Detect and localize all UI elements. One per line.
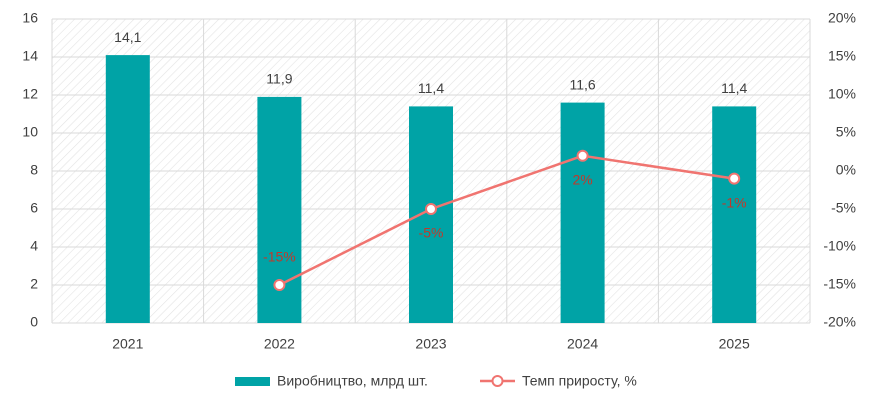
bar-value-label: 11,9	[266, 71, 292, 87]
y-tick-label: 10	[22, 124, 38, 140]
line-point	[728, 172, 741, 185]
y-tick-label: 0	[30, 314, 38, 330]
bar	[712, 106, 757, 324]
y2-tick-label: 0%	[836, 162, 856, 178]
y-tick-label: 8	[30, 162, 38, 178]
y-tick-label: 2	[30, 276, 38, 292]
x-tick-label: 2023	[415, 336, 446, 352]
y2-tick-label: 15%	[828, 48, 856, 64]
bar-value-label: 11,6	[569, 76, 595, 92]
line-value-label: 2%	[572, 172, 592, 188]
line-point	[425, 203, 437, 215]
legend-swatch-point	[491, 375, 504, 387]
bar-value-label: 14,1	[114, 29, 141, 45]
legend-swatch	[235, 377, 270, 386]
line	[278, 154, 735, 287]
line-value-label: -5%	[419, 225, 444, 241]
bar	[105, 55, 150, 323]
y2-tick-label: -20%	[823, 314, 856, 330]
x-tick-label: 2024	[567, 336, 598, 352]
bar-value-label: 11,4	[418, 80, 444, 96]
bar-value-label: 11,4	[721, 80, 747, 96]
y-tick-label: 16	[22, 10, 38, 26]
y2-tick-label: 10%	[828, 86, 856, 102]
line-point	[576, 149, 589, 162]
x-tick-label: 2021	[112, 336, 143, 352]
y2-tick-label: -5%	[831, 200, 856, 216]
y-tick-label: 4	[30, 238, 38, 254]
line-point	[273, 279, 286, 291]
y-tick-label: 14	[22, 48, 38, 64]
legend-label: Виробництво, млрд шт.	[277, 373, 428, 389]
y2-tick-label: 20%	[828, 10, 856, 26]
bar	[560, 102, 605, 323]
y2-tick-label: -10%	[823, 238, 856, 254]
legend-label: Темп приросту, %	[522, 373, 637, 389]
y2-tick-label: 5%	[836, 124, 856, 140]
y2-tick-label: -15%	[823, 276, 856, 292]
y-tick-label: 12	[22, 86, 38, 102]
y-tick-label: 6	[30, 200, 38, 216]
x-tick-label: 2025	[719, 336, 750, 352]
line-value-label: -15%	[263, 249, 296, 265]
line-value-label: -1%	[722, 194, 747, 210]
x-tick-label: 2022	[264, 336, 295, 352]
